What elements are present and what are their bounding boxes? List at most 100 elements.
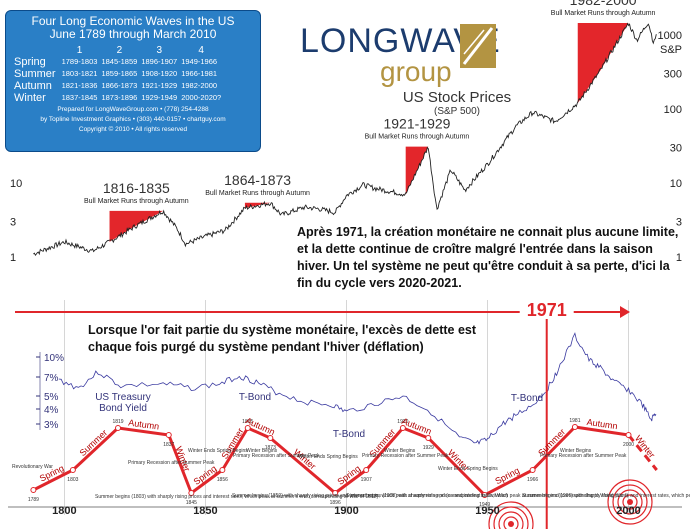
note-primary-recession: Primary Recession after Summer Peak: [233, 453, 320, 459]
target-icon: [493, 506, 529, 529]
y-axis-label-right: S&P: [660, 44, 682, 56]
x-tick-label: 1800: [52, 505, 76, 517]
wave-year-label: 1907: [361, 477, 372, 483]
col-4: 4: [198, 45, 204, 56]
wave-cell: 1803-1821: [61, 69, 98, 78]
bond-yield-series: [58, 332, 657, 445]
wave-year-label: 1803: [67, 477, 78, 483]
target-icon-center: [627, 499, 633, 505]
target-icon: [617, 489, 643, 515]
note-winter-begins: Winter Begins: [246, 448, 278, 454]
season-label: Autumn: [128, 417, 160, 431]
x-tick-label: 1850: [193, 505, 217, 517]
chart-subtitle: (S&P 500): [434, 106, 480, 117]
season-wave-line: [32, 425, 629, 497]
wave-year-label: 1949: [479, 502, 490, 508]
note-winter-ends: Winter Ends Spring Begins: [298, 454, 358, 460]
note-summer-1803: Summer begins (1803) with sharply rising…: [95, 494, 378, 500]
col-2: 2: [116, 45, 123, 56]
col-3: 3: [156, 45, 163, 56]
note-winter-ends: Winter Ends Spring Begins: [438, 466, 498, 472]
col-1: 1: [76, 45, 83, 56]
wave-year-label: 2000: [623, 442, 634, 448]
yield-tick-label: 7%: [44, 373, 59, 384]
logo-mark-icon: [460, 24, 496, 68]
target-icon: [612, 484, 648, 520]
y-tick-label-right: 300: [664, 69, 682, 81]
wave-node: [332, 490, 339, 496]
bull-market-sublabel: Bull Market Runs through Autumn: [365, 134, 470, 141]
yield-tick-label: 5%: [44, 392, 59, 403]
table-row: Autumn 1821-1836 1866-1873 1921-1929 198…: [12, 80, 223, 92]
wave-node: [481, 492, 488, 498]
wave-year-label: 1789: [28, 497, 39, 503]
target-icon: [622, 494, 638, 510]
wave-node: [363, 467, 370, 473]
wave-node: [165, 432, 172, 438]
bull-market-label: 1982-2000: [570, 0, 637, 8]
wave-node: [425, 435, 432, 441]
bull-market-sublabel: Bull Market Runs through Autumn: [84, 198, 189, 205]
yield-tick-label: 4%: [44, 405, 59, 416]
season-label: Summer: [78, 428, 110, 458]
wave-cell: 1873-1896: [101, 93, 138, 102]
wave-year-label: 1856: [217, 477, 228, 483]
note-primary-recession: Primary Recession after Summer Peak: [540, 453, 627, 459]
note-primary-recession: Primary Recession after Summer Peak: [362, 453, 449, 459]
bull-market-label: 1921-1929: [383, 116, 450, 132]
wave-year-label: 1845: [186, 500, 197, 506]
wave-table: 1 2 3 4 Spring 1789-1803 1845-1859 1896-…: [12, 43, 223, 104]
bull-market-area: [577, 23, 629, 104]
wave-cell: 1908-1920: [141, 69, 178, 78]
x-tick-label: 1900: [334, 505, 358, 517]
wave-node: [267, 435, 274, 441]
t-bond-label: T-Bond: [239, 392, 271, 403]
bull-market-sublabel: Bull Market Runs through Autumn: [551, 10, 656, 17]
yield-tick-label: 10%: [44, 353, 64, 364]
season-name: Winter: [14, 92, 46, 104]
season-name: Summer: [14, 68, 56, 80]
season-wave-series: [30, 424, 658, 529]
yield-label-2: Bond Yield: [99, 403, 147, 414]
wave-node: [115, 425, 121, 431]
wave-node: [188, 490, 195, 496]
target-icon: [503, 516, 519, 529]
wave-year-label: 1966: [527, 477, 538, 483]
season-label: Autumn: [586, 417, 618, 431]
wave-node: [399, 425, 406, 431]
y-tick-label-left: 3: [10, 217, 16, 229]
target-icon: [607, 479, 653, 525]
wave-cell: 1929-1949: [141, 93, 178, 102]
yield-line: [58, 332, 657, 445]
annotation-after-1971: Après 1971, la création monétaire ne con…: [297, 225, 679, 290]
target-icon: [488, 501, 534, 529]
wave-year-label: 1920: [397, 419, 408, 425]
wave-year-label: 1873: [265, 445, 276, 451]
t-bond-label: T-Bond: [333, 429, 365, 440]
note-revolutionary-war: Revolutionary War: [12, 464, 53, 470]
wave-cell: 1789-1803: [61, 57, 98, 66]
y-tick-label-right: 10: [670, 178, 682, 190]
wave-cell: 1859-1865: [101, 69, 138, 78]
bull-market-label: 1864-1873: [224, 172, 291, 188]
wave-cell: 1837-1845: [61, 93, 98, 102]
table-row: Winter 1837-1845 1873-1896 1929-1949 200…: [12, 92, 223, 104]
annotation-gold-standard: Lorsque l'or fait partie du système moné…: [88, 323, 477, 354]
wave-cell: 1896-1907: [141, 57, 178, 66]
table-row: Summer 1803-1821 1859-1865 1908-1920 196…: [12, 68, 223, 80]
y-tick-label-left: 10: [10, 178, 22, 190]
y-tick-label-right: 1: [676, 252, 682, 264]
note-summer-1908: Summer begins (1908) with sharply rising…: [346, 493, 629, 499]
x-tick-label: 1950: [475, 505, 499, 517]
wave-cell: 1845-1859: [101, 57, 138, 66]
note-winter-ends: Winter Ends Spring Begins: [188, 448, 248, 454]
wave-info-panel: Four Long Economic Waves in the US June …: [5, 10, 261, 152]
wave-node: [625, 432, 632, 438]
note-primary-recession: Primary Recession after Summer Peak: [128, 460, 215, 466]
wave-year-label: 1865: [242, 419, 253, 425]
wave-year-label: 1896: [330, 500, 341, 506]
y-tick-label-right: 3: [676, 217, 682, 229]
wave-cell: 1866-1873: [101, 81, 138, 90]
t-bond-label: T-Bond: [511, 393, 543, 404]
note-summer-1966: Summer begins (1966) with sharply rising…: [522, 493, 690, 499]
